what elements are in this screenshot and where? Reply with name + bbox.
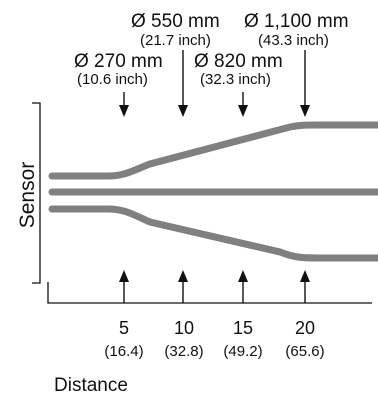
down-arrow-270 — [119, 92, 129, 117]
beam-upper-edge — [48, 121, 378, 180]
distance-10: 10 — [174, 318, 194, 338]
beam-lower-edge — [48, 205, 378, 262]
up-arrow-5 — [119, 270, 129, 303]
up-arrow-10 — [178, 270, 188, 303]
distance-5: 5 — [119, 318, 129, 338]
distance-5-feet: (16.4) — [104, 343, 143, 360]
up-arrow-20 — [300, 270, 310, 303]
diameter-270-mm: Ø 270 mm — [74, 51, 163, 72]
distance-20-feet: (65.6) — [285, 343, 324, 360]
diameter-550-inch: (21.7 inch) — [140, 32, 211, 49]
sensor-label: Sensor — [16, 162, 39, 229]
distance-15-feet: (49.2) — [223, 343, 262, 360]
distance-10-feet: (32.8) — [164, 343, 203, 360]
bottom-arrows — [119, 270, 310, 303]
diameter-550-mm: Ø 550 mm — [131, 11, 220, 32]
sensor-bracket — [32, 102, 41, 284]
distance-ticks: 5 10 15 20 (16.4) (32.8) (49.2) (65.6) — [104, 318, 324, 360]
down-arrow-1100 — [300, 50, 310, 117]
distance-label: Distance — [54, 375, 128, 396]
distance-15: 15 — [233, 318, 253, 338]
diameter-820-inch: (32.3 inch) — [200, 71, 271, 88]
down-arrow-550 — [178, 50, 188, 117]
diameter-1100-inch: (43.3 inch) — [258, 32, 329, 49]
top-arrows — [119, 50, 310, 117]
diameter-270-inch: (10.6 inch) — [77, 71, 148, 88]
distance-20: 20 — [295, 318, 315, 338]
diameter-labels: Ø 550 mm (21.7 inch) Ø 1,100 mm (43.3 in… — [74, 11, 349, 88]
distance-axis — [47, 282, 372, 304]
diameter-1100-mm: Ø 1,100 mm — [244, 11, 349, 32]
sensor: Sensor — [16, 102, 41, 284]
diameter-820-mm: Ø 820 mm — [194, 51, 283, 72]
up-arrow-15 — [238, 270, 248, 303]
down-arrow-820 — [238, 92, 248, 117]
beam — [48, 121, 378, 262]
